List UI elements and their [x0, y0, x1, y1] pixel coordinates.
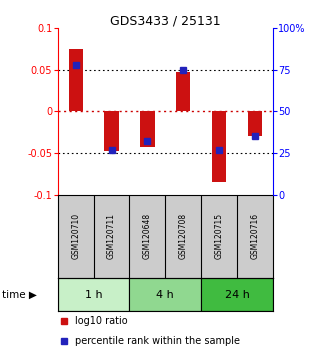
Text: GSM120715: GSM120715 [214, 213, 224, 259]
Bar [129, 278, 201, 312]
Bar [69, 49, 83, 112]
Bar [176, 72, 190, 112]
Text: log10 ratio: log10 ratio [75, 316, 128, 326]
Bar [212, 112, 226, 182]
Bar [58, 278, 129, 312]
Bar [140, 112, 155, 147]
Text: GSM120708: GSM120708 [179, 213, 188, 259]
Title: GDS3433 / 25131: GDS3433 / 25131 [110, 14, 221, 27]
Text: 24 h: 24 h [225, 290, 249, 299]
Text: GSM120648: GSM120648 [143, 213, 152, 259]
Text: 1 h: 1 h [85, 290, 102, 299]
Bar [104, 112, 119, 150]
Text: 4 h: 4 h [156, 290, 174, 299]
Bar [201, 278, 273, 312]
Text: GSM120711: GSM120711 [107, 213, 116, 259]
Text: GSM120716: GSM120716 [250, 213, 259, 259]
Text: GSM120710: GSM120710 [71, 213, 80, 259]
Bar [248, 112, 262, 136]
Text: percentile rank within the sample: percentile rank within the sample [75, 336, 240, 346]
Text: time ▶: time ▶ [2, 290, 37, 299]
